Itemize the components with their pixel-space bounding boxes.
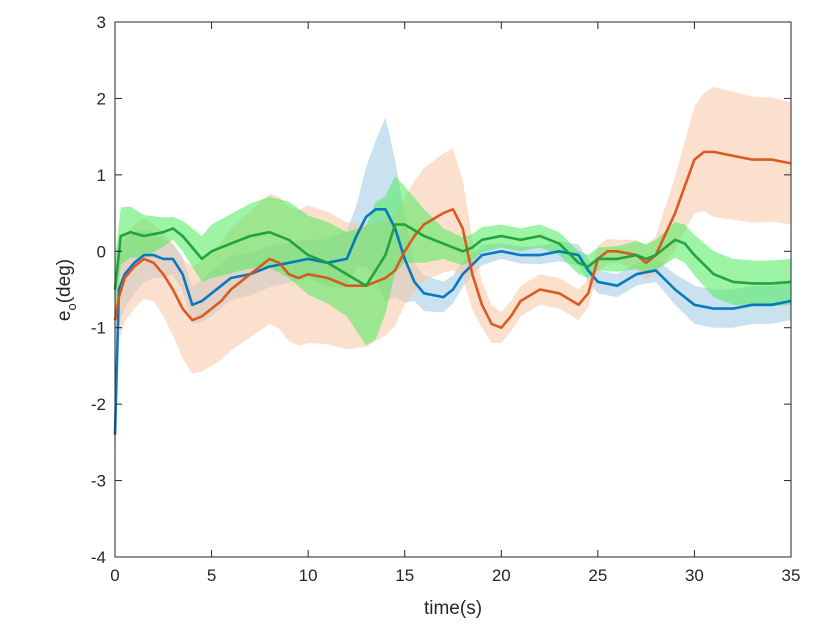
confidence-bands [115,87,791,473]
x-axis-ticks: 0 5 10 15 20 25 30 35 [110,22,800,585]
y-tick-label: 1 [97,166,106,185]
series-2-line [113,150,792,329]
y-tick-label: 2 [97,89,106,108]
y-tick-label: -2 [91,395,106,414]
x-tick-label: 15 [395,566,414,585]
y-tick-label: 0 [97,242,106,261]
y-tick-label: 3 [97,13,106,32]
x-tick-label: 0 [110,566,119,585]
x-tick-label: 10 [299,566,318,585]
x-axis-label: time(s) [424,598,482,619]
y-tick-label: -3 [91,472,106,491]
y-axis-label: eo(deg) [54,259,79,321]
x-tick-label: 20 [492,566,511,585]
y-tick-label: -4 [91,548,106,567]
series-3-band [115,176,791,346]
mean-lines [113,150,792,435]
x-tick-label: 25 [588,566,607,585]
series-1-band [115,117,791,473]
x-tick-label: 30 [685,566,704,585]
x-tick-label: 5 [207,566,216,585]
series-2-band [115,87,791,374]
series-3-line [113,223,792,290]
x-tick-label: 35 [782,566,801,585]
y-tick-label: -1 [91,319,106,338]
plot-frame [114,21,792,558]
y-axis-ticks: -4 -3 -2 -1 0 1 2 3 [91,13,791,567]
